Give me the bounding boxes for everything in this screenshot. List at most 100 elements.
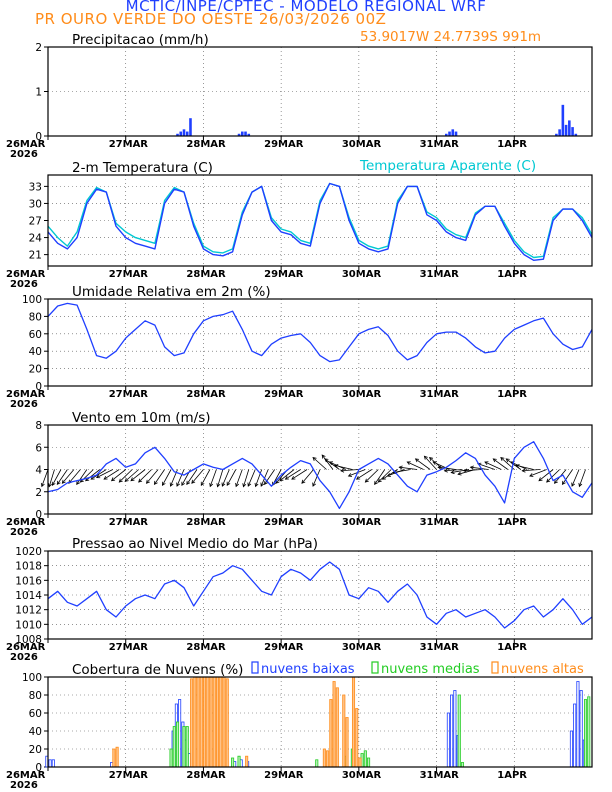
cloud-high-bar (203, 676, 207, 768)
wind-arrow (200, 469, 211, 486)
wind-arrow (538, 469, 554, 482)
wind-arrow-head (546, 478, 551, 483)
wind-arrow (340, 469, 359, 472)
cloud-low-bar (48, 759, 52, 768)
cloud-high-bar (112, 748, 116, 768)
wind-arrow-head (51, 481, 56, 487)
cloud-mid-bar (367, 757, 371, 768)
wind-arrow-head (312, 482, 316, 487)
wind-arrow (226, 469, 237, 486)
panel-frame (47, 550, 593, 640)
wind-arrow-head (103, 475, 108, 480)
precip-bar (189, 118, 192, 136)
wind-arrow-head (247, 482, 252, 487)
cloud-mid-bar (460, 762, 465, 768)
y-tick-label: 8 (35, 420, 42, 432)
wind-arrow (62, 469, 75, 484)
precip-bar (558, 129, 561, 136)
wind-arrow-head (377, 478, 382, 483)
header-subtitle: PR OURO VERDE DO OESTE 26/03/2026 00Z (35, 10, 387, 28)
wind-arrow (444, 469, 463, 472)
precip-bar (237, 133, 241, 136)
precip-bar (182, 129, 186, 136)
x-year-label: 2026 (10, 279, 38, 290)
x-tick-label: 29MAR (264, 139, 304, 150)
x-tick-label: 31MAR (420, 517, 460, 528)
legend-label: nuvens altas (501, 662, 584, 677)
wind-arrow-head (561, 480, 566, 486)
wind-arrow (235, 469, 243, 487)
wind-arrow-head (138, 478, 143, 483)
wind-arrow-head (553, 479, 558, 484)
y-tick-label: 0 (35, 762, 42, 774)
y-tick-label: 1018 (15, 561, 42, 573)
y-tick-label: 60 (29, 708, 42, 720)
wind-arrow-head (186, 480, 191, 486)
wind-arrow (41, 469, 49, 487)
cloud-high-bar (206, 676, 210, 768)
panel-frame (47, 174, 593, 267)
x-year-label: 2026 (10, 527, 38, 538)
wind-arrow-head (457, 471, 462, 476)
panel-title: 2-m Temperatura (C) (72, 160, 213, 176)
y-tick-label: 30 (29, 198, 42, 210)
wind-arrow-head (429, 456, 434, 461)
location-label: 53.9017W 24.7739S 991m (360, 29, 541, 45)
y-tick-label: 1014 (15, 590, 42, 602)
wind-arrow (407, 461, 424, 470)
wind-arrow (451, 469, 470, 473)
wind-arrow-head (169, 482, 174, 487)
wind-arrow (186, 469, 198, 485)
cloud-high-bar (326, 750, 330, 768)
wind-arrow-head (279, 477, 284, 482)
wind-arrow-head (398, 465, 403, 470)
x-tick-label: 1APR (497, 389, 527, 400)
cloud-mid-bar (175, 721, 180, 768)
x-tick-label: 1APR (497, 139, 527, 150)
cloud-mid-bar (172, 726, 176, 768)
x-tick-label: 31MAR (420, 269, 460, 280)
x-tick-label: 1APR (497, 517, 527, 528)
wind-arrow-head (347, 473, 353, 477)
x-tick-label: 31MAR (420, 389, 460, 400)
x-tick-label: 26MAR (6, 269, 46, 280)
x-tick-label: 31MAR (420, 139, 460, 150)
y-tick-label: 6 (35, 442, 42, 454)
wind-arrow-head (260, 482, 265, 487)
wind-arrow (578, 469, 586, 487)
legend-swatch (371, 661, 379, 674)
panel-frame (47, 676, 593, 768)
wind-arrow-head (209, 482, 214, 488)
wind-arrow-head (124, 477, 129, 482)
wind-arrow-head (264, 480, 268, 486)
wind-arrow-head (414, 458, 420, 463)
x-tick-label: 26MAR (6, 139, 46, 150)
legend-swatch (491, 661, 499, 674)
wind-arrow-head (328, 461, 334, 466)
x-tick-label: 1APR (497, 269, 527, 280)
wind-arrow-head (324, 458, 329, 463)
wind-arrow-head (200, 481, 205, 487)
panel-title: Pressao ao Nivel Medio do Mar (hPa) (72, 536, 318, 552)
y-tick-label: 60 (29, 329, 42, 341)
wind-arrow-head (221, 482, 226, 487)
precip-bar (451, 129, 455, 136)
wind-arrow-head (145, 479, 150, 484)
wind-arrow-head (76, 480, 80, 486)
x-tick-label: 30MAR (342, 389, 382, 400)
wind-arrow (571, 469, 580, 487)
cloud-high-bar (199, 676, 203, 768)
y-tick-label: 80 (29, 311, 42, 323)
legend-label: nuvens medias (381, 662, 480, 677)
cloud-high-bar (345, 717, 349, 768)
y-tick-label: 33 (29, 181, 42, 193)
wind-arrow (484, 461, 502, 470)
wind-arrow-head (181, 481, 186, 487)
wind-arrow-head (162, 481, 166, 487)
wind-arrow (247, 469, 256, 487)
wind-arrow (154, 469, 165, 485)
wind-arrow (162, 469, 172, 486)
wind-arrow-head (423, 455, 428, 460)
